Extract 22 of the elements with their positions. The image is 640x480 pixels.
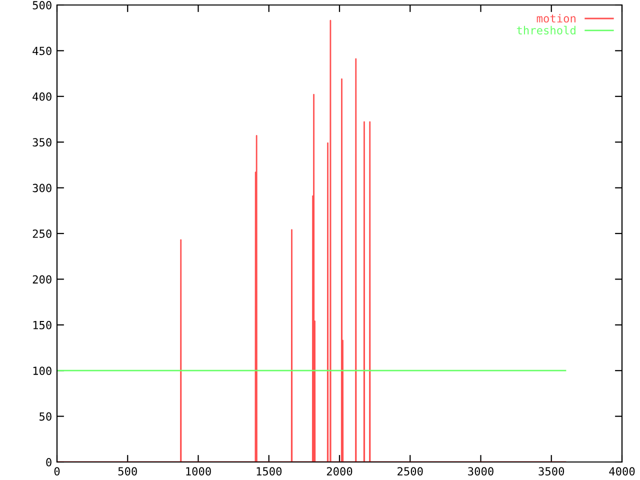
y-tick-label: 250 — [32, 230, 52, 238]
y-tick-label: 100 — [33, 366, 52, 376]
x-tick-label: 2500 — [398, 467, 423, 476]
x-tick-label: 1500 — [256, 467, 282, 476]
y-tick-label: 0 — [46, 458, 52, 466]
y-tick-label: 350 — [32, 138, 52, 147]
x-tick-label: 0 — [54, 467, 60, 476]
y-tick-label: 400 — [32, 92, 52, 101]
x-tick-label: 1000 — [186, 467, 211, 476]
x-tick-label: 500 — [118, 467, 137, 476]
y-tick-label: 50 — [40, 412, 52, 421]
y-tick-label: 300 — [32, 184, 52, 192]
legend-label: motion — [536, 14, 576, 23]
y-tick-label: 150 — [33, 320, 52, 330]
x-tick-label: 2000 — [326, 467, 352, 476]
y-tick-label: 450 — [32, 46, 52, 56]
x-tick-label: 4000 — [609, 467, 635, 476]
x-tick-label: 3000 — [468, 467, 494, 476]
x-tick-label: 3500 — [538, 467, 564, 476]
legend-label: threshold — [516, 26, 576, 34]
y-tick-label: 500 — [32, 1, 52, 10]
y-tick-label: 200 — [32, 275, 52, 284]
